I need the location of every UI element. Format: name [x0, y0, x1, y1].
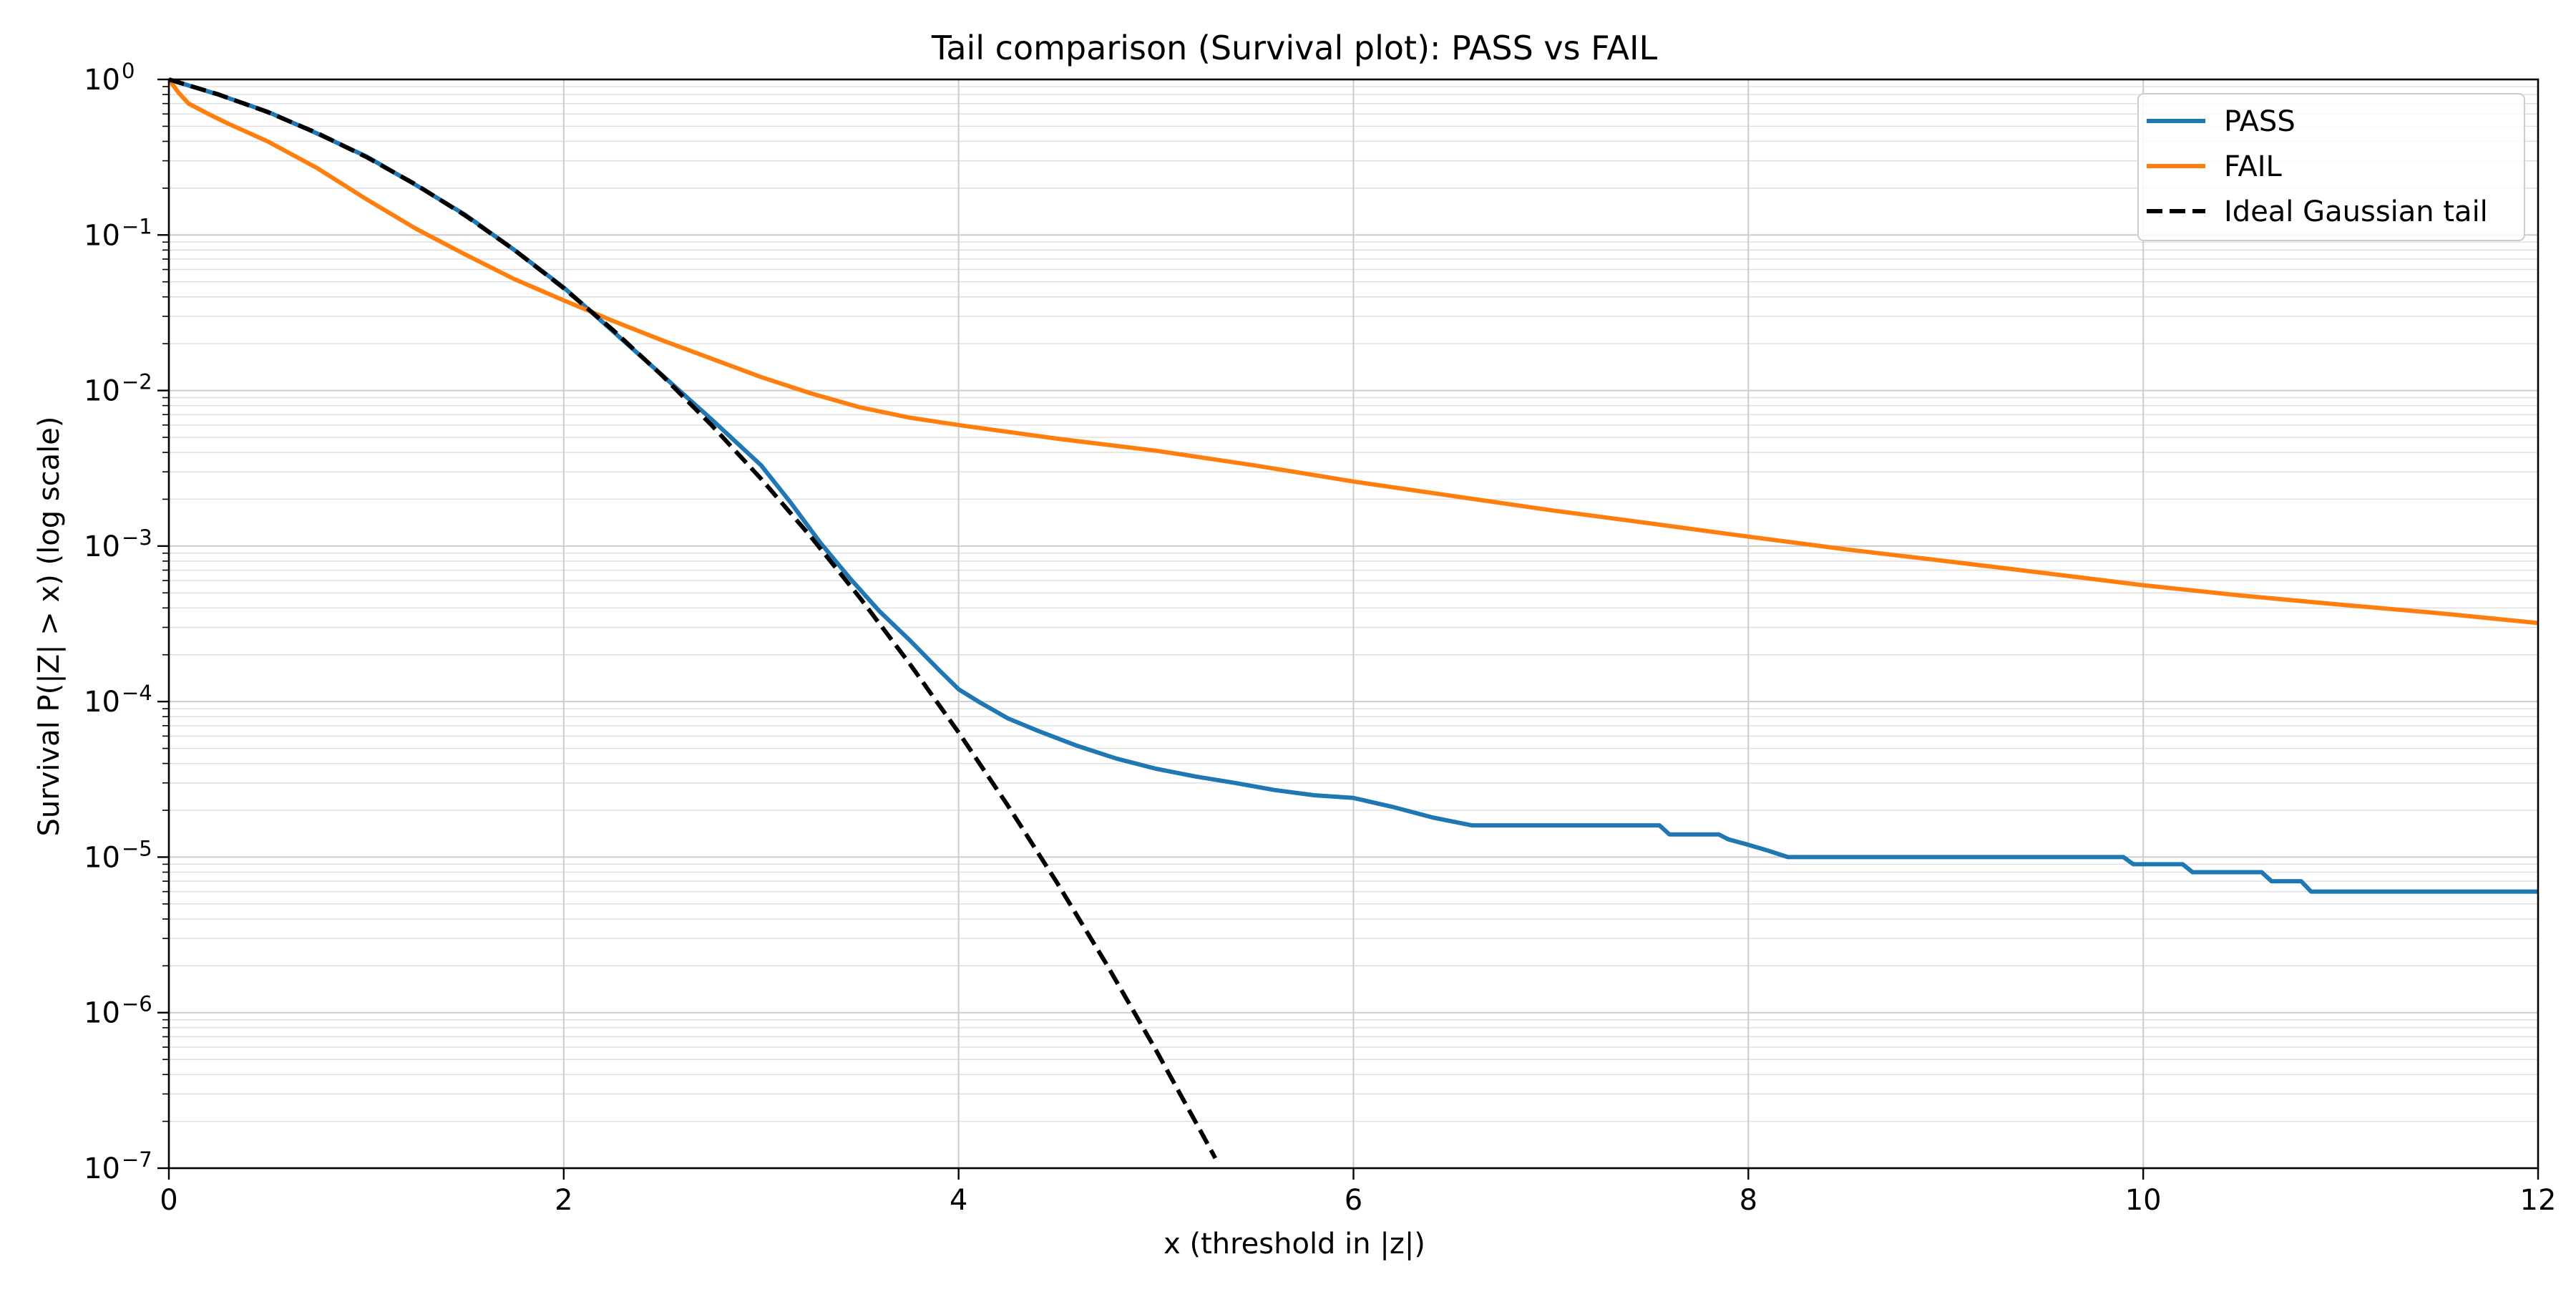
y-tick-label: 10 — [84, 530, 120, 563]
grid-lines — [168, 79, 2539, 1169]
y-axis-label: Survival P(|Z| > x) (log scale) — [33, 417, 66, 837]
x-tick-label: 0 — [160, 1184, 177, 1217]
y-tick-exponent: −5 — [122, 836, 152, 860]
x-tick-label: 10 — [2125, 1184, 2162, 1217]
x-axis-label: x (threshold in |z|) — [1163, 1228, 1425, 1261]
x-tick-label: 8 — [1740, 1184, 1757, 1217]
y-tick-exponent: −4 — [122, 681, 152, 705]
x-tick-label: 4 — [950, 1184, 967, 1217]
legend-label-ideal-gaussian-tail: Ideal Gaussian tail — [2224, 195, 2488, 228]
series-lines — [169, 77, 2538, 1160]
series-line-ideal-gaussian-tail — [169, 77, 1218, 1160]
y-tick-exponent: −6 — [122, 992, 152, 1016]
y-tick-label: 10 — [84, 219, 120, 252]
y-tick-exponent: −2 — [122, 370, 152, 394]
y-tick-label: 10 — [84, 841, 120, 874]
legend-box — [2137, 93, 2525, 241]
x-tick-label: 2 — [555, 1184, 572, 1217]
x-tick-label: 6 — [1345, 1184, 1362, 1217]
y-tick-label: 10 — [84, 64, 120, 97]
legend: PASS FAIL Ideal Gaussian tail — [2137, 93, 2525, 241]
y-tick-exponent: 0 — [122, 59, 135, 83]
y-tick-label: 10 — [84, 686, 120, 719]
y-tick-exponent: −7 — [122, 1147, 152, 1172]
y-tick-exponent: −3 — [122, 525, 152, 550]
y-tick-label: 10 — [84, 375, 120, 408]
y-tick-label: 10 — [84, 1152, 120, 1185]
series-line-fail — [169, 78, 2538, 626]
chart-title: Tail comparison (Survival plot): PASS vs… — [931, 29, 1658, 67]
x-tick-label: 12 — [2520, 1184, 2557, 1217]
y-tick-exponent: −1 — [122, 214, 152, 238]
y-tick-label: 10 — [84, 997, 120, 1030]
legend-label-fail: FAIL — [2224, 150, 2282, 183]
axes: 10 010 −110 −210 −310 −410 −510 −610 −70 2 4 6 8 10 12 — [84, 59, 2556, 1217]
legend-label-pass: PASS — [2224, 105, 2296, 138]
